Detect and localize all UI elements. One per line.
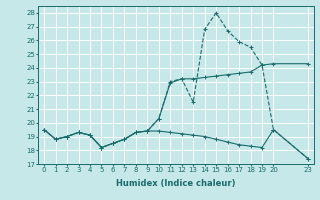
X-axis label: Humidex (Indice chaleur): Humidex (Indice chaleur) — [116, 179, 236, 188]
